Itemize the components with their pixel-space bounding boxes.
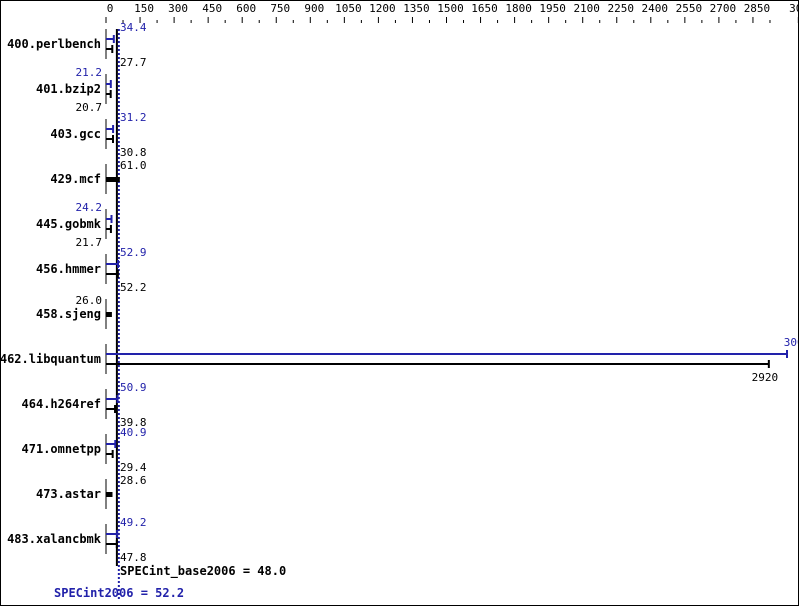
tick-label: 2400 — [642, 2, 669, 15]
base-value-label: 26.0 — [76, 294, 103, 307]
category-label: 483.xalancbmk — [7, 532, 102, 546]
tick-label: 150 — [134, 2, 154, 15]
peak-value-label: 34.4 — [120, 21, 147, 34]
peak-value-label: 31.2 — [120, 111, 147, 124]
peak-value-label: 52.9 — [120, 246, 147, 259]
base-summary-label: SPECint_base2006 = 48.0 — [120, 564, 286, 579]
peak-value-label: 3000 — [784, 336, 798, 349]
tick-label: 0 — [107, 2, 114, 15]
base-value-label: 2920 — [752, 371, 779, 384]
tick-label: 300 — [168, 2, 188, 15]
tick-label: 900 — [304, 2, 324, 15]
base-value-label: 61.0 — [120, 159, 147, 172]
category-label: 462.libquantum — [1, 352, 101, 366]
tick-label: 2100 — [573, 2, 600, 15]
category-label: 403.gcc — [50, 127, 101, 141]
peak-value-label: 24.2 — [76, 201, 103, 214]
tick-label: 2700 — [710, 2, 737, 15]
peak-summary-label: SPECint2006 = 52.2 — [54, 586, 184, 600]
tick-label: 2850 — [744, 2, 771, 15]
category-label: 471.omnetpp — [22, 442, 101, 456]
base-value-label: 52.2 — [120, 281, 147, 294]
tick-label: 1950 — [539, 2, 566, 15]
tick-label: 3050 — [789, 2, 798, 15]
base-value-label: 29.4 — [120, 461, 147, 474]
tick-label: 1200 — [369, 2, 396, 15]
tick-label: 1800 — [505, 2, 532, 15]
tick-label: 1050 — [335, 2, 362, 15]
base-value-label: 27.7 — [120, 56, 147, 69]
base-value-label: 30.8 — [120, 146, 147, 159]
base-bar — [106, 312, 112, 317]
base-bar — [106, 177, 120, 182]
category-label: 456.hmmer — [36, 262, 101, 276]
tick-label: 1650 — [471, 2, 498, 15]
tick-label: 450 — [202, 2, 222, 15]
peak-value-label: 49.2 — [120, 516, 147, 529]
peak-value-label: 21.2 — [76, 66, 103, 79]
base-value-label: 21.7 — [76, 236, 103, 249]
category-label: 473.astar — [36, 487, 101, 501]
category-label: 400.perlbench — [7, 37, 101, 51]
base-value-label: 28.6 — [120, 474, 147, 487]
category-label: 429.mcf — [50, 172, 101, 186]
tick-label: 750 — [270, 2, 290, 15]
base-value-label: 47.8 — [120, 551, 147, 564]
tick-label: 2250 — [608, 2, 635, 15]
peak-value-label: 40.9 — [120, 426, 147, 439]
base-bar — [106, 492, 113, 497]
base-value-label: 20.7 — [76, 101, 103, 114]
tick-label: 1500 — [437, 2, 464, 15]
tick-label: 1350 — [403, 2, 430, 15]
tick-label: 600 — [236, 2, 256, 15]
base-value-label: 39.8 — [120, 416, 147, 429]
category-label: 464.h264ref — [22, 397, 101, 411]
tick-label: 2550 — [676, 2, 703, 15]
category-label: 458.sjeng — [36, 307, 101, 321]
peak-value-label: 50.9 — [120, 381, 147, 394]
category-label: 401.bzip2 — [36, 82, 101, 96]
category-label: 445.gobmk — [36, 217, 102, 231]
